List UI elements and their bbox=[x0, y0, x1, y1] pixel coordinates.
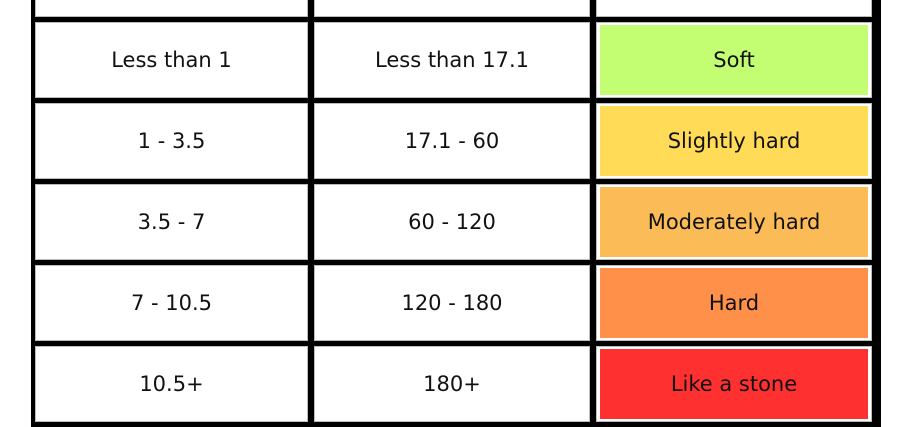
classification-swatch: Moderately hard bbox=[600, 187, 868, 257]
mgl-cell: 180+ bbox=[314, 346, 590, 422]
header-row bbox=[35, 0, 876, 17]
gpg-cell: 1 - 3.5 bbox=[35, 103, 308, 179]
mgl-cell: 17.1 - 60 bbox=[314, 103, 590, 179]
classification-cell: Soft bbox=[596, 22, 872, 98]
mgl-value: 120 - 180 bbox=[401, 291, 503, 315]
table-row: 7 - 10.5 120 - 180 Hard bbox=[35, 265, 876, 341]
gpg-value: Less than 1 bbox=[111, 48, 232, 72]
gpg-value: 3.5 - 7 bbox=[137, 210, 206, 234]
classification-swatch: Like a stone bbox=[600, 349, 868, 419]
classification-swatch: Slightly hard bbox=[600, 106, 868, 176]
mgl-cell: 60 - 120 bbox=[314, 184, 590, 260]
classification-cell: Hard bbox=[596, 265, 872, 341]
classification-label: Moderately hard bbox=[647, 210, 821, 234]
classification-cell: Slightly hard bbox=[596, 103, 872, 179]
mgl-value: Less than 17.1 bbox=[375, 48, 529, 72]
classification-label: Hard bbox=[708, 291, 760, 315]
mgl-value: 17.1 - 60 bbox=[404, 129, 500, 153]
mgl-cell: Less than 17.1 bbox=[314, 22, 590, 98]
table-row: Less than 1 Less than 17.1 Soft bbox=[35, 22, 876, 98]
classification-cell: Moderately hard bbox=[596, 184, 872, 260]
table-row: 3.5 - 7 60 - 120 Moderately hard bbox=[35, 184, 876, 260]
gpg-value: 7 - 10.5 bbox=[130, 291, 213, 315]
classification-swatch: Hard bbox=[600, 268, 868, 338]
gpg-cell: 7 - 10.5 bbox=[35, 265, 308, 341]
classification-label: Soft bbox=[713, 48, 755, 72]
gpg-cell: 3.5 - 7 bbox=[35, 184, 308, 260]
classification-cell: Like a stone bbox=[596, 346, 872, 422]
header-cell-1 bbox=[35, 0, 308, 17]
mgl-cell: 120 - 180 bbox=[314, 265, 590, 341]
water-hardness-table: Less than 1 Less than 17.1 Soft 1 - 3.5 17.1… bbox=[31, 0, 881, 427]
classification-swatch: Soft bbox=[600, 25, 868, 95]
classification-label: Slightly hard bbox=[667, 129, 801, 153]
header-cell-2 bbox=[314, 0, 590, 17]
header-cell-3 bbox=[596, 0, 872, 17]
mgl-value: 180+ bbox=[423, 372, 481, 396]
classification-label: Like a stone bbox=[670, 372, 798, 396]
table-row: 10.5+ 180+ Like a stone bbox=[35, 346, 876, 422]
mgl-value: 60 - 120 bbox=[408, 210, 496, 234]
gpg-cell: 10.5+ bbox=[35, 346, 308, 422]
gpg-cell: Less than 1 bbox=[35, 22, 308, 98]
gpg-value: 10.5+ bbox=[139, 372, 204, 396]
table-row: 1 - 3.5 17.1 - 60 Slightly hard bbox=[35, 103, 876, 179]
gpg-value: 1 - 3.5 bbox=[137, 129, 206, 153]
